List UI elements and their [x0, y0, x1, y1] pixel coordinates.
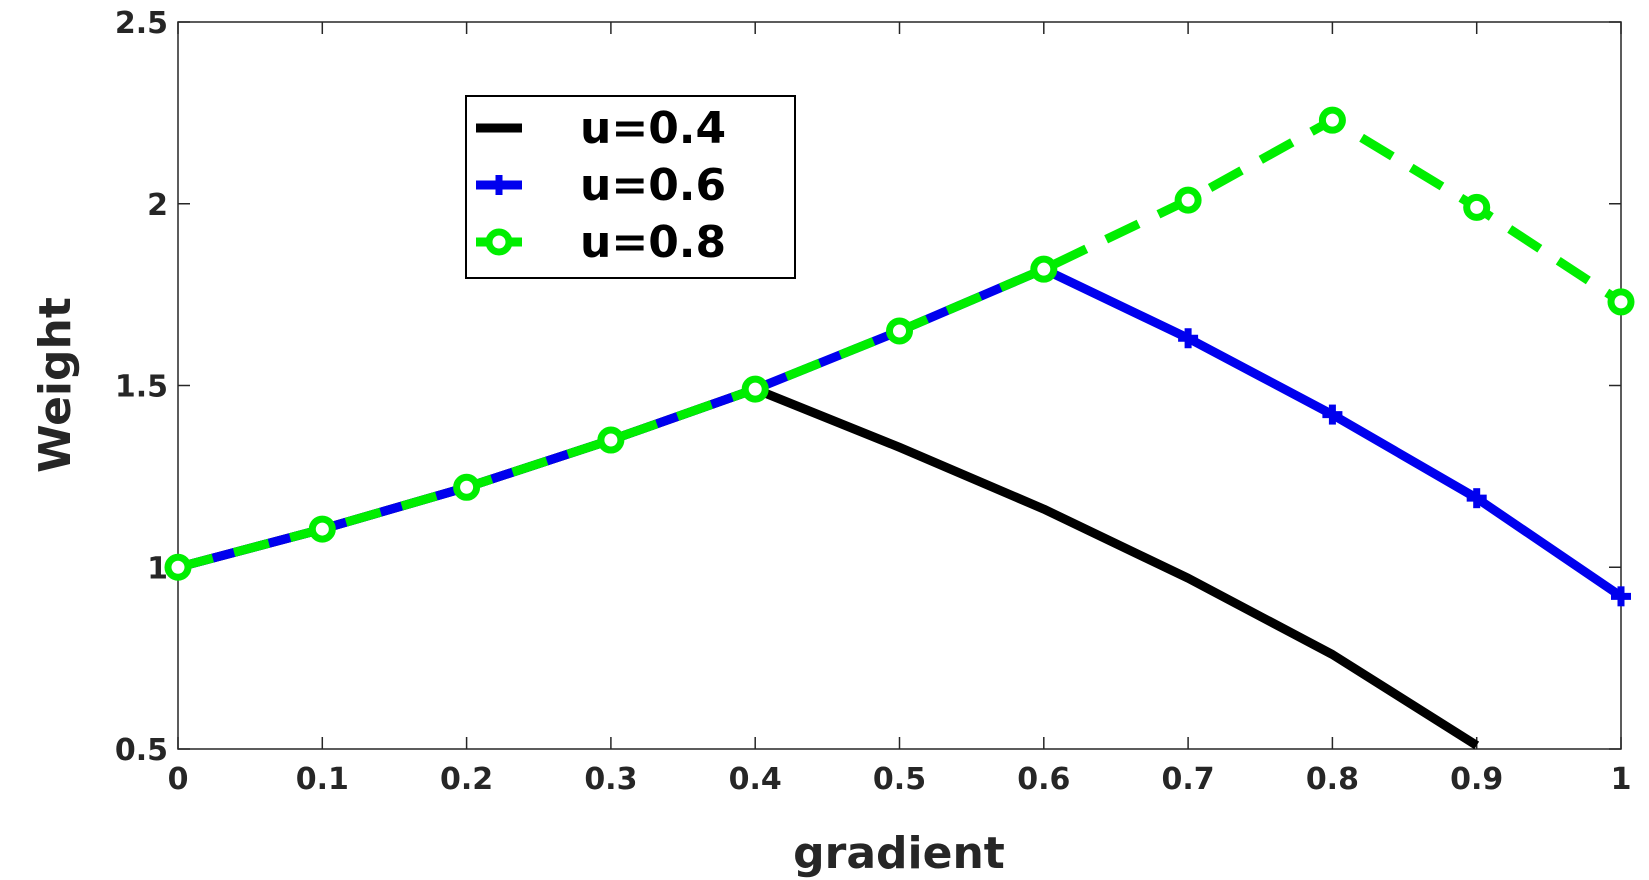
x-axis-title: gradient: [793, 828, 1005, 879]
legend-label: u=0.8: [580, 217, 726, 268]
legend-marker: [485, 228, 513, 256]
x-tick-label: 0.1: [296, 762, 349, 797]
legend-entry: u=0.6: [476, 160, 726, 211]
y-axis: 0.5 1 1.5 2 2.5: [115, 6, 1621, 768]
data-point: [886, 317, 913, 345]
legend-entry: u=0.8: [476, 217, 726, 268]
legend-label: u=0.6: [580, 160, 726, 211]
data-point: [1463, 193, 1491, 221]
data-point: [1322, 404, 1343, 425]
x-tick-label: 0.5: [873, 762, 926, 797]
data-point: [1318, 106, 1346, 134]
plot-area: [177, 21, 1622, 750]
x-tick-label: 0: [168, 762, 189, 797]
legend-marker: [489, 175, 509, 195]
x-tick-label: 1: [1611, 762, 1632, 797]
x-tick-label: 0.3: [584, 762, 637, 797]
legend-label: u=0.4: [580, 103, 726, 154]
y-tick-label: 2.5: [115, 6, 168, 41]
data-point: [453, 473, 481, 501]
data-point: [1174, 186, 1202, 214]
y-tick-label: 0.5: [115, 733, 168, 768]
y-tick-label: 1.5: [115, 370, 168, 405]
legend: u=0.4 u=0.6 u=0.8: [465, 95, 796, 279]
series-layer: [164, 106, 1635, 750]
x-tick-label: 0.9: [1450, 762, 1503, 797]
data-point: [597, 426, 625, 454]
data-point: [1466, 488, 1487, 509]
x-axis: 0 0.1 0.2 0.3 0.4 0.5 0.6 0.7 0.8 0.9 1: [168, 22, 1632, 797]
y-axis-title: Weight: [30, 297, 81, 473]
series-u=0.8: [164, 106, 1635, 581]
data-point: [1178, 328, 1199, 349]
x-tick-label: 0.4: [729, 762, 782, 797]
data-point: [1030, 255, 1058, 283]
x-tick-label: 0.6: [1017, 762, 1070, 797]
x-tick-label: 0.2: [440, 762, 493, 797]
data-point: [164, 553, 192, 581]
y-tick-label: 1: [147, 551, 168, 586]
x-tick-label: 0.7: [1162, 762, 1215, 797]
data-point: [741, 375, 769, 403]
legend-entry: u=0.4: [476, 103, 726, 154]
data-point: [308, 515, 336, 543]
y-tick-label: 2: [147, 188, 168, 223]
data-point: [1607, 288, 1635, 316]
data-point: [1611, 586, 1631, 607]
x-tick-label: 0.8: [1306, 762, 1359, 797]
